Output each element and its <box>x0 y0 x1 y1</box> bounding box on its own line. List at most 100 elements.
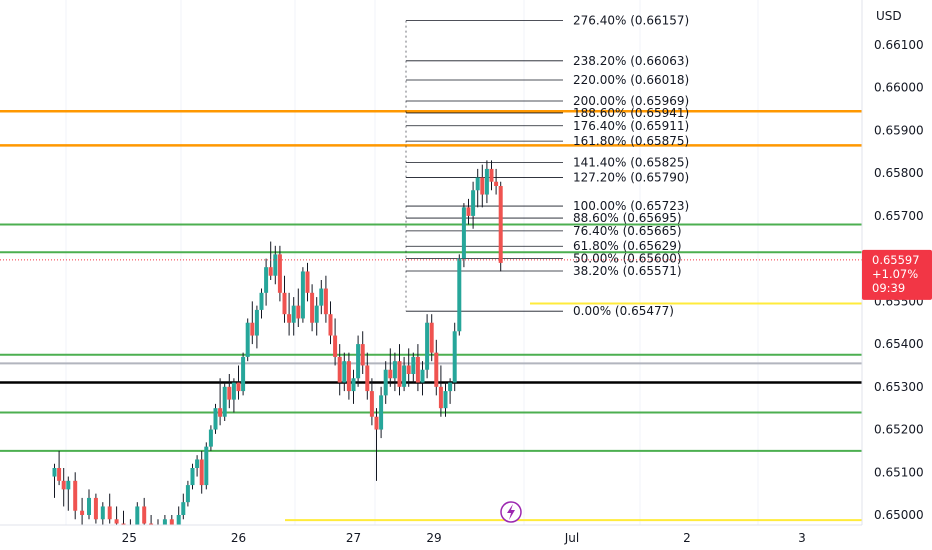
price-tick-label: 0.65900 <box>874 123 924 137</box>
candle-body <box>287 314 292 323</box>
candle-body <box>195 459 200 468</box>
candle-body <box>52 468 57 477</box>
candle-body <box>241 356 246 392</box>
candle-body <box>314 305 319 323</box>
candle-body <box>254 309 259 336</box>
candle-body <box>273 254 278 276</box>
candle-body <box>402 365 407 387</box>
candle-body <box>392 361 397 379</box>
candle-body <box>142 506 147 524</box>
candle-body <box>208 429 213 447</box>
candle-body <box>406 365 411 374</box>
candle-body <box>360 344 365 366</box>
candle-body <box>379 395 384 430</box>
time-tick-label: 29 <box>426 531 441 545</box>
candle-body <box>66 480 71 490</box>
fib-level-label: 220.00% (0.66018) <box>573 73 689 87</box>
candle-body <box>282 292 287 315</box>
candle-body <box>57 468 62 481</box>
fib-level-label: 188.60% (0.65941) <box>573 106 689 120</box>
candle-body <box>434 352 439 387</box>
time-tick-label: 2 <box>683 531 691 545</box>
price-tick-label: 0.65800 <box>874 166 924 180</box>
candle-body <box>296 305 301 319</box>
candle-body <box>466 207 471 216</box>
horizontal-levels <box>0 109 862 522</box>
candle-body <box>356 344 361 379</box>
currency-label: USD <box>876 9 902 23</box>
candle-body <box>369 391 374 417</box>
candle-body <box>484 168 489 195</box>
price-tick-label: 0.65300 <box>874 380 924 394</box>
fib-level-label: 88.60% (0.65695) <box>573 211 682 225</box>
current-price-tag: 0.65597 +1.07% 09:39 <box>862 249 932 300</box>
candle-body <box>494 181 499 186</box>
candle-body <box>328 314 333 336</box>
candle-body <box>87 497 91 515</box>
candle-body <box>415 356 420 383</box>
candle-body <box>291 305 296 323</box>
candle-body <box>190 468 195 486</box>
candle-body <box>245 322 250 357</box>
candle-body <box>162 519 167 528</box>
candle-body <box>277 254 282 293</box>
candle-body <box>185 485 190 503</box>
candle-body <box>73 480 78 511</box>
candle-body <box>337 356 342 383</box>
candle-body <box>107 506 112 520</box>
countdown-label: 09:39 <box>872 281 905 295</box>
candle-body <box>475 177 480 191</box>
fib-level-label: 238.20% (0.66063) <box>573 54 689 68</box>
grid <box>65 0 759 525</box>
candle-body <box>365 365 370 392</box>
candle-body <box>204 446 209 486</box>
current-price-label: 0.65597 <box>872 253 920 267</box>
fib-level-label: 141.40% (0.65825) <box>573 156 689 170</box>
time-tick-label: Jul <box>564 531 579 545</box>
candle-body <box>388 369 393 379</box>
candle-body <box>425 322 430 370</box>
time-axis[interactable]: 25 26 27 29 Jul 2 3 <box>122 531 806 545</box>
candle-body <box>429 322 434 353</box>
time-tick-label: 25 <box>122 531 137 545</box>
price-tick-label: 0.65000 <box>874 508 924 522</box>
lightning-icon[interactable] <box>500 501 522 523</box>
price-tick-label: 0.66100 <box>874 38 924 52</box>
candle-body <box>61 480 66 490</box>
candle-body <box>411 356 416 374</box>
fib-level-label: 61.80% (0.65629) <box>573 239 682 253</box>
candle-body <box>199 459 204 486</box>
candle-body <box>264 267 269 293</box>
candle-body <box>218 408 223 417</box>
candle-body <box>259 292 264 310</box>
fib-level-label: 176.40% (0.65911) <box>573 119 689 133</box>
candle-body <box>100 506 105 520</box>
candle-body <box>471 190 476 216</box>
fib-extension: 276.40% (0.66157) 238.20% (0.66063) 220.00… <box>405 14 689 318</box>
candle-body <box>383 369 388 396</box>
fib-level-label: 50.00% (0.65600) <box>573 252 682 266</box>
candle-body <box>333 335 338 357</box>
candle-body <box>323 288 328 315</box>
candle-body <box>457 258 462 332</box>
candle-body <box>351 378 356 392</box>
candle-body <box>305 271 310 293</box>
candle-body <box>319 288 324 306</box>
candle-body <box>135 506 140 528</box>
candle-body <box>452 331 457 383</box>
candle-body <box>346 361 351 392</box>
candle-body <box>213 408 218 430</box>
candle-body <box>231 382 236 400</box>
candle-body <box>114 519 119 524</box>
candle-body <box>93 497 98 520</box>
candle-body <box>420 369 425 383</box>
fib-level-label: 76.40% (0.65665) <box>573 224 682 238</box>
candle-body <box>443 391 448 409</box>
fib-level-label: 127.20% (0.65790) <box>573 170 689 184</box>
candle-body <box>498 186 503 263</box>
price-tick-label: 0.65100 <box>874 465 924 479</box>
candle-body <box>397 361 402 387</box>
price-tick-label: 0.65200 <box>874 423 924 437</box>
candle-body <box>236 382 241 392</box>
